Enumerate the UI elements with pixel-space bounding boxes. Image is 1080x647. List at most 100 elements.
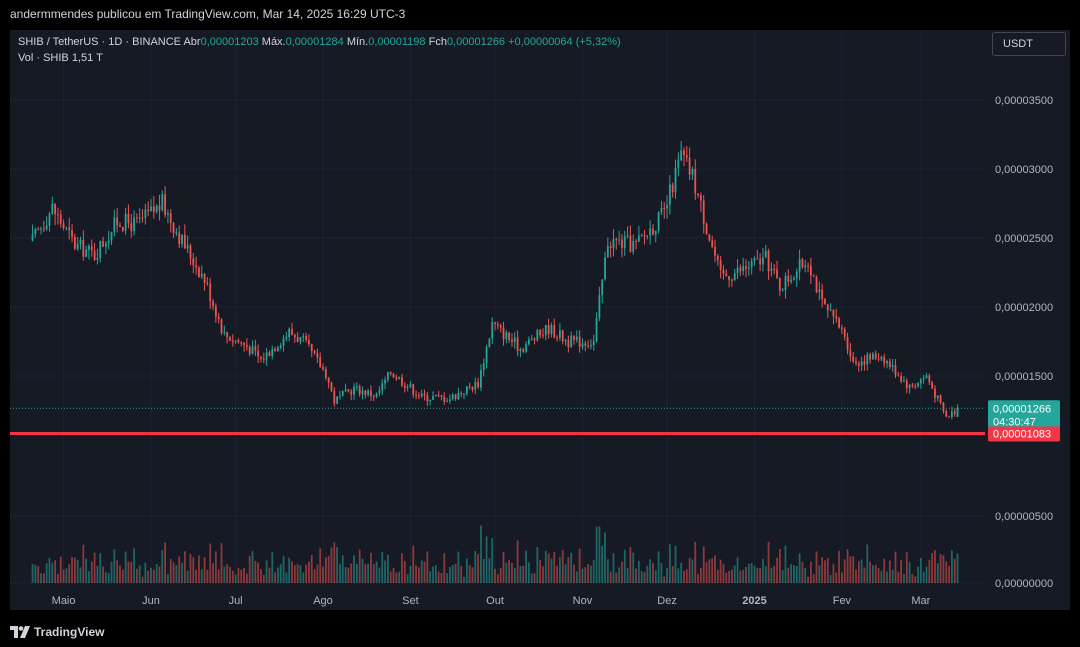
candle[interactable]	[37, 226, 40, 231]
candle[interactable]	[147, 201, 150, 217]
candle[interactable]	[169, 209, 172, 233]
candle[interactable]	[767, 248, 770, 280]
candle[interactable]	[319, 352, 322, 368]
candle[interactable]	[465, 386, 468, 396]
candle[interactable]	[110, 231, 113, 245]
candle[interactable]	[646, 235, 649, 240]
candle[interactable]	[640, 233, 643, 237]
candle[interactable]	[795, 268, 798, 287]
candle[interactable]	[240, 341, 243, 347]
candle[interactable]	[533, 337, 536, 345]
candle[interactable]	[344, 383, 347, 393]
candle[interactable]	[584, 340, 587, 352]
candle[interactable]	[753, 256, 756, 266]
candle[interactable]	[931, 380, 934, 390]
candle[interactable]	[719, 255, 722, 279]
candle[interactable]	[305, 332, 307, 343]
candle[interactable]	[119, 221, 121, 228]
candle[interactable]	[953, 408, 956, 417]
candle[interactable]	[237, 338, 240, 344]
candle[interactable]	[860, 356, 863, 371]
candle[interactable]	[288, 327, 291, 342]
candle[interactable]	[722, 265, 725, 280]
candle[interactable]	[516, 330, 519, 357]
candle[interactable]	[358, 384, 361, 397]
candle[interactable]	[911, 382, 914, 389]
candle[interactable]	[485, 344, 488, 369]
candle[interactable]	[104, 241, 107, 255]
candle[interactable]	[660, 200, 663, 215]
candle[interactable]	[474, 377, 477, 395]
candle[interactable]	[804, 259, 807, 273]
candle[interactable]	[460, 391, 463, 398]
candle[interactable]	[863, 355, 866, 371]
candle[interactable]	[745, 259, 747, 278]
candle[interactable]	[826, 303, 829, 318]
candle[interactable]	[121, 226, 124, 233]
candle[interactable]	[403, 382, 406, 393]
candle[interactable]	[313, 349, 316, 355]
candle[interactable]	[764, 244, 767, 258]
candle[interactable]	[40, 226, 42, 235]
candle[interactable]	[894, 358, 897, 379]
candle[interactable]	[31, 224, 34, 242]
candle[interactable]	[327, 376, 330, 389]
candle[interactable]	[262, 352, 265, 364]
candle[interactable]	[623, 230, 626, 256]
candle[interactable]	[824, 297, 826, 305]
candle[interactable]	[934, 385, 936, 403]
candle[interactable]	[643, 230, 646, 245]
candle[interactable]	[161, 190, 164, 212]
tradingview-logo[interactable]: TradingView	[10, 625, 104, 639]
candle[interactable]	[336, 396, 339, 405]
candle[interactable]	[872, 351, 874, 360]
candle[interactable]	[271, 345, 274, 360]
candle[interactable]	[671, 182, 674, 198]
candle[interactable]	[668, 175, 671, 215]
candle[interactable]	[265, 347, 268, 366]
candle[interactable]	[209, 277, 212, 309]
candle[interactable]	[917, 382, 919, 388]
candle[interactable]	[423, 389, 426, 401]
candle[interactable]	[905, 378, 908, 394]
candle[interactable]	[855, 357, 857, 366]
candle[interactable]	[178, 225, 181, 249]
candle[interactable]	[353, 383, 355, 400]
candle[interactable]	[285, 331, 288, 342]
candle[interactable]	[451, 392, 454, 401]
candle[interactable]	[778, 277, 781, 297]
candle[interactable]	[386, 371, 389, 383]
candle[interactable]	[398, 376, 401, 380]
candle[interactable]	[355, 382, 358, 391]
candle[interactable]	[663, 202, 666, 219]
candle[interactable]	[705, 222, 708, 235]
candle[interactable]	[73, 233, 76, 251]
candle[interactable]	[291, 322, 293, 336]
candle[interactable]	[928, 373, 931, 386]
candle[interactable]	[750, 257, 753, 275]
candle[interactable]	[891, 358, 894, 372]
candle[interactable]	[801, 257, 804, 269]
candle[interactable]	[578, 330, 581, 353]
candle[interactable]	[412, 383, 415, 398]
candle[interactable]	[341, 390, 344, 397]
candle[interactable]	[756, 249, 759, 260]
candle[interactable]	[621, 233, 623, 258]
candle[interactable]	[903, 376, 905, 383]
candle[interactable]	[857, 360, 860, 372]
candle[interactable]	[773, 264, 776, 275]
candle[interactable]	[144, 203, 147, 225]
candle[interactable]	[217, 312, 220, 324]
candle[interactable]	[446, 398, 448, 403]
candle[interactable]	[869, 352, 871, 364]
candle[interactable]	[432, 391, 434, 401]
candle[interactable]	[277, 345, 279, 352]
candle[interactable]	[212, 298, 214, 311]
candle[interactable]	[339, 390, 341, 400]
candle[interactable]	[888, 358, 891, 370]
candle[interactable]	[691, 166, 694, 180]
candle[interactable]	[598, 286, 601, 322]
candle[interactable]	[784, 272, 787, 299]
candle[interactable]	[192, 252, 195, 274]
candle[interactable]	[821, 283, 824, 308]
